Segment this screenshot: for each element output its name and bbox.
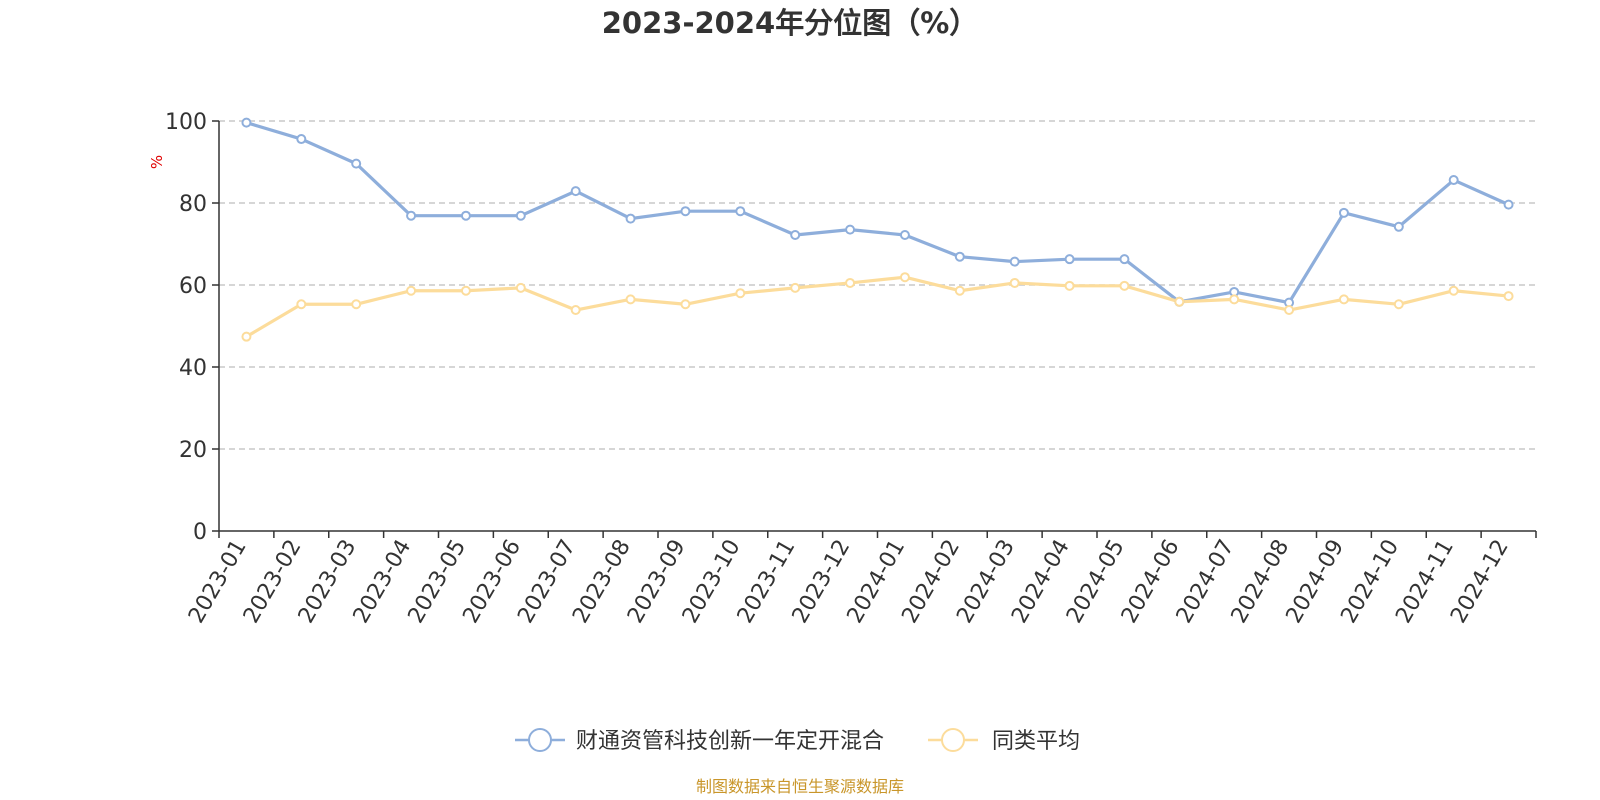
series-point-0[interactable] (954, 251, 965, 262)
y-tick-label: 20 (179, 438, 207, 463)
series-point-1[interactable] (1174, 296, 1185, 307)
series-point-1[interactable] (954, 285, 965, 296)
series-point-0[interactable] (1448, 175, 1459, 186)
series-line-0 (245, 121, 1510, 305)
x-axis-ticks: 2023-012023-022023-032023-042023-052023-… (184, 531, 1537, 628)
series-point-0[interactable] (625, 213, 636, 224)
series-point-0[interactable] (406, 210, 417, 221)
series-point-1[interactable] (735, 288, 746, 299)
series-point-0[interactable] (296, 134, 307, 145)
series-point-1[interactable] (1119, 280, 1130, 291)
legend-label: 同类平均 (992, 729, 1080, 754)
y-tick-label: 60 (179, 274, 207, 299)
series-point-0[interactable] (790, 229, 801, 240)
series-point-0[interactable] (1503, 199, 1514, 210)
series-point-0[interactable] (899, 229, 910, 240)
series-point-0[interactable] (241, 117, 252, 128)
series-point-1[interactable] (1338, 294, 1349, 305)
series-point-0[interactable] (1009, 256, 1020, 267)
source-note: 制图数据来自恒生聚源数据库 (696, 777, 904, 796)
y-tick-label: 0 (193, 520, 207, 545)
gridlines (219, 120, 1536, 450)
y-axis-ticks: 0 20 40 60 80 100 (165, 110, 219, 545)
legend-item-1[interactable]: 同类平均 (928, 728, 1080, 754)
legend[interactable]: 财通资管科技创新一年定开混合 同类平均 (515, 728, 1080, 754)
series-point-0[interactable] (1393, 221, 1404, 232)
series-point-0[interactable] (515, 210, 526, 221)
series-point-1[interactable] (406, 285, 417, 296)
series-point-1[interactable] (241, 331, 252, 342)
legend-marker (941, 728, 965, 752)
series-point-1[interactable] (570, 305, 581, 316)
axes (218, 121, 1536, 532)
legend-item-0[interactable]: 财通资管科技创新一年定开混合 (515, 728, 884, 754)
series-point-1[interactable] (790, 282, 801, 293)
series-point-0[interactable] (1338, 207, 1349, 218)
series-line-1 (245, 275, 1509, 339)
series-point-1[interactable] (1284, 305, 1295, 316)
y-tick-label: 80 (179, 192, 207, 217)
series-point-0[interactable] (460, 210, 471, 221)
series-point-1[interactable] (460, 285, 471, 296)
series-point-1[interactable] (1503, 291, 1514, 302)
series-point-1[interactable] (351, 299, 362, 310)
y-axis-unit-label: % (148, 155, 166, 169)
series-point-1[interactable] (899, 272, 910, 283)
series-point-0[interactable] (735, 206, 746, 217)
series-point-0[interactable] (351, 158, 362, 169)
series-point-1[interactable] (515, 282, 526, 293)
series-point-1[interactable] (845, 277, 856, 288)
series-point-1[interactable] (1393, 299, 1404, 310)
legend-label: 财通资管科技创新一年定开混合 (576, 729, 884, 754)
series-point-1[interactable] (1064, 280, 1075, 291)
series-point-0[interactable] (1064, 254, 1075, 265)
series-point-1[interactable] (625, 294, 636, 305)
series-point-1[interactable] (1009, 277, 1020, 288)
series-point-0[interactable] (1119, 254, 1130, 265)
series-point-0[interactable] (570, 186, 581, 197)
series-point-1[interactable] (296, 299, 307, 310)
legend-marker (528, 728, 552, 752)
y-tick-label: 40 (179, 356, 207, 381)
series-point-0[interactable] (845, 224, 856, 235)
chart-title: 2023-2024年分位图（%） (602, 6, 979, 40)
series-point-0[interactable] (680, 206, 691, 217)
y-tick-label: 100 (165, 110, 207, 135)
series-point-1[interactable] (1448, 285, 1459, 296)
series-point-1[interactable] (680, 299, 691, 310)
series-lines (241, 117, 1514, 342)
series-point-1[interactable] (1229, 294, 1240, 305)
